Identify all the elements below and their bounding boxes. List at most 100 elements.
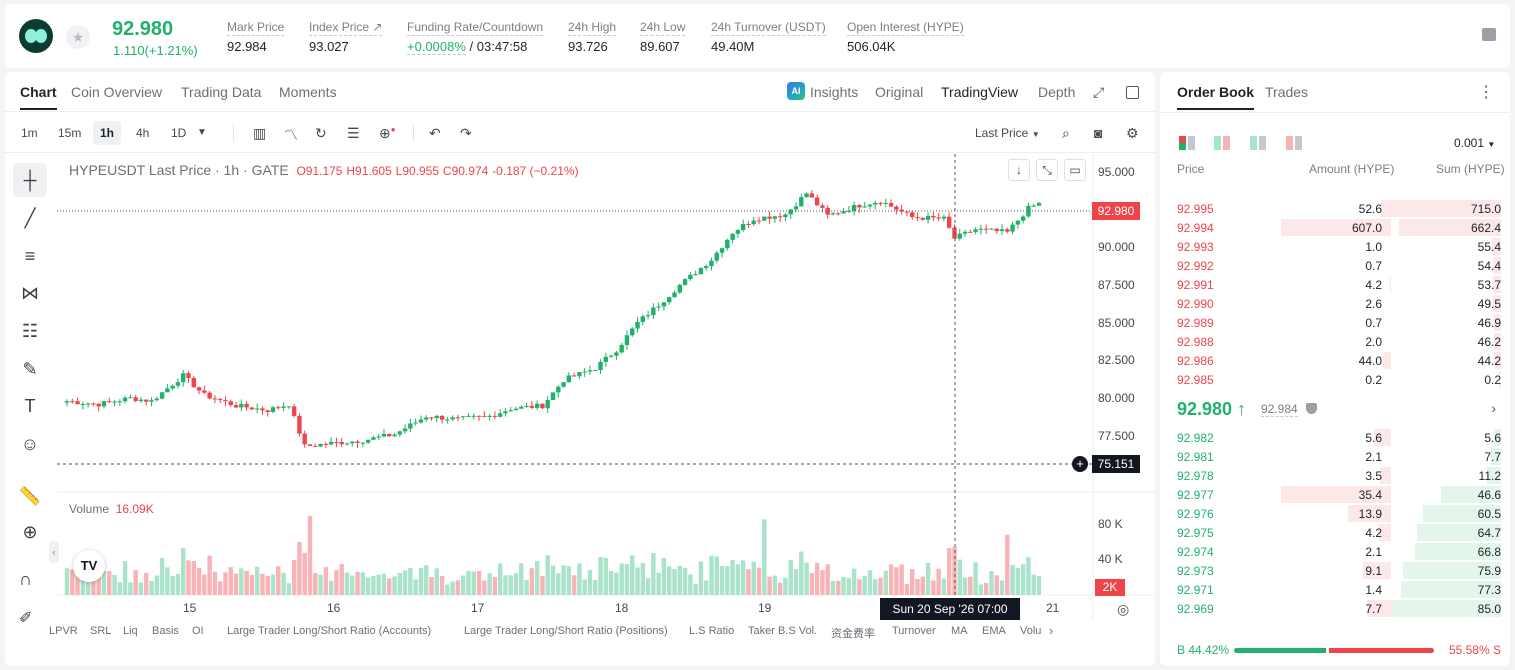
layout-bids-icon[interactable]: [1250, 136, 1266, 150]
crosshair-tool-icon[interactable]: ┼: [13, 163, 47, 197]
indicators-icon[interactable]: 〽: [284, 127, 298, 143]
book-icon[interactable]: [1482, 28, 1496, 41]
stat-label[interactable]: Open Interest (HYPE): [847, 20, 964, 36]
magnet-icon[interactable]: ∩: [19, 569, 32, 589]
ask-row[interactable]: 92.994 607.0 662.4: [1160, 218, 1510, 237]
chevron-right-icon[interactable]: ›: [1491, 400, 1496, 416]
indicator-tab[interactable]: SRL: [90, 625, 112, 637]
pencil-lock-icon[interactable]: ✐: [19, 610, 33, 627]
settings-gear-icon[interactable]: ⚙: [1126, 125, 1139, 141]
indicator-tab[interactable]: Basis: [152, 625, 179, 637]
ask-row[interactable]: 92.991 4.2 53.7: [1160, 275, 1510, 294]
indicator-tab[interactable]: Volu: [1020, 625, 1042, 637]
view-depth[interactable]: Depth: [1038, 84, 1076, 100]
indicator-tab[interactable]: MA: [951, 625, 968, 637]
interval-15m[interactable]: 15m: [58, 126, 82, 140]
candlestick-chart[interactable]: [57, 154, 1155, 620]
view-insights[interactable]: Insights: [810, 84, 859, 100]
replay-icon[interactable]: ↻: [315, 125, 327, 141]
bid-row[interactable]: 92.971 1.4 77.3: [1160, 580, 1510, 599]
ask-row[interactable]: 92.986 44.0 44.2: [1160, 351, 1510, 370]
bid-row[interactable]: 92.973 9.1 75.9: [1160, 561, 1510, 580]
brush-tool-icon[interactable]: ✎: [22, 359, 38, 379]
search-icon[interactable]: ⌕: [1062, 125, 1070, 141]
indicator-scroll-right-icon[interactable]: ›: [1049, 623, 1054, 638]
bid-row[interactable]: 92.974 2.1 66.8: [1160, 542, 1510, 561]
tab-trading-data[interactable]: Trading Data: [181, 84, 262, 100]
ask-row[interactable]: 92.990 2.6 49.5: [1160, 294, 1510, 313]
stat-label[interactable]: Index Price ↗: [309, 20, 383, 36]
layout-asks-icon[interactable]: [1286, 136, 1302, 150]
redo-icon[interactable]: ↷: [460, 125, 472, 141]
interval-4h[interactable]: 4h: [136, 126, 150, 140]
indicator-tab[interactable]: LPVR: [49, 625, 78, 637]
axis-settings-icon[interactable]: ◎: [1117, 601, 1130, 617]
fullscreen-icon[interactable]: ⤢: [1093, 84, 1105, 100]
ask-row[interactable]: 92.985 0.2 0.2: [1160, 370, 1510, 389]
add-alert-icon[interactable]: ⊕●: [379, 125, 396, 141]
collapse-toolbar-button[interactable]: ‹: [49, 541, 59, 563]
tab-coin-overview[interactable]: Coin Overview: [71, 84, 163, 100]
zoom-in-tool-icon[interactable]: ⊕: [22, 522, 38, 542]
templates-icon[interactable]: ☰: [347, 125, 360, 141]
ask-row[interactable]: 92.995 52.6 715.0: [1160, 199, 1510, 218]
tab-chart[interactable]: Chart: [20, 84, 57, 110]
price-source-select[interactable]: Last Price ▼: [975, 126, 1040, 140]
bid-row[interactable]: 92.969 7.7 85.0: [1160, 599, 1510, 618]
stat-label[interactable]: 24h Low: [640, 20, 686, 36]
stat-label[interactable]: 24h Turnover (USDT): [711, 20, 826, 36]
tab-trades[interactable]: Trades: [1265, 84, 1309, 100]
interval-1m[interactable]: 1m: [21, 126, 38, 140]
ask-row[interactable]: 92.992 0.7 54.4: [1160, 256, 1510, 275]
text-tool-icon[interactable]: T: [24, 396, 36, 416]
crosshair-plus-icon[interactable]: +: [1072, 456, 1088, 472]
window-icon[interactable]: [1126, 86, 1139, 99]
scroll-down-button[interactable]: ↓: [1008, 159, 1030, 181]
indicator-tab[interactable]: OI: [192, 625, 204, 637]
more-options-icon[interactable]: ⋮: [1478, 84, 1494, 101]
interval-1h[interactable]: 1h: [93, 121, 122, 145]
fib-tool-icon[interactable]: ☷: [21, 321, 39, 341]
bid-row[interactable]: 92.977 35.4 46.6: [1160, 485, 1510, 504]
undo-icon[interactable]: ↶: [429, 125, 441, 141]
bid-row[interactable]: 92.976 13.9 60.5: [1160, 504, 1510, 523]
ask-row[interactable]: 92.993 1.0 55.4: [1160, 237, 1510, 256]
candle-type-icon[interactable]: ▥: [253, 125, 267, 141]
precision-select[interactable]: 0.001 ▼: [1454, 136, 1496, 150]
horizontal-lines-tool-icon[interactable]: ≡: [24, 246, 36, 266]
indicator-tab[interactable]: L.S Ratio: [689, 625, 735, 637]
pattern-tool-icon[interactable]: ⋈: [21, 283, 39, 303]
layout-both-icon[interactable]: [1179, 136, 1195, 150]
stat-label[interactable]: 24h High: [568, 20, 617, 36]
indicator-tab[interactable]: Liq: [123, 625, 138, 637]
ask-row[interactable]: 92.989 0.7 46.9: [1160, 313, 1510, 332]
emoji-tool-icon[interactable]: ☺: [20, 434, 40, 454]
indicator-tab[interactable]: 资金费率: [831, 628, 875, 640]
bid-row[interactable]: 92.975 4.2 64.7: [1160, 523, 1510, 542]
indicator-tab[interactable]: Turnover: [892, 625, 936, 637]
indicator-tab[interactable]: Large Trader Long/Short Ratio (Positions…: [464, 625, 668, 637]
tab-order-book[interactable]: Order Book: [1177, 84, 1255, 110]
bid-row[interactable]: 92.982 5.6 5.6: [1160, 428, 1510, 447]
chart-layout-button[interactable]: ▭: [1064, 159, 1086, 181]
indicator-tab[interactable]: Taker B.S Vol.: [748, 625, 818, 637]
trendline-tool-icon[interactable]: ╱: [24, 208, 36, 228]
favorite-star-icon[interactable]: ★: [66, 25, 90, 49]
bid-row[interactable]: 92.981 2.1 7.7: [1160, 447, 1510, 466]
tab-moments[interactable]: Moments: [279, 84, 337, 100]
collapse-chart-button[interactable]: ⤡: [1036, 159, 1058, 181]
interval-1d[interactable]: 1D: [171, 126, 187, 140]
indicator-tab[interactable]: Large Trader Long/Short Ratio (Accounts): [227, 625, 432, 637]
bid-row[interactable]: 92.978 3.5 11.2: [1160, 466, 1510, 485]
layout-both-alt-icon[interactable]: [1214, 136, 1230, 150]
view-original[interactable]: Original: [875, 84, 924, 100]
stat-label[interactable]: Mark Price: [227, 20, 285, 36]
ask-row[interactable]: 92.988 2.0 46.2: [1160, 332, 1510, 351]
ai-insights-icon[interactable]: AI: [787, 82, 805, 100]
indicator-tab[interactable]: EMA: [982, 625, 1006, 637]
ruler-tool-icon[interactable]: 📏: [18, 486, 42, 506]
view-tradingview[interactable]: TradingView: [941, 84, 1019, 100]
camera-icon[interactable]: ◙: [1094, 125, 1103, 141]
interval-dropdown-icon[interactable]: ▼: [197, 127, 207, 138]
stat-label[interactable]: Funding Rate/Countdown: [407, 20, 544, 36]
